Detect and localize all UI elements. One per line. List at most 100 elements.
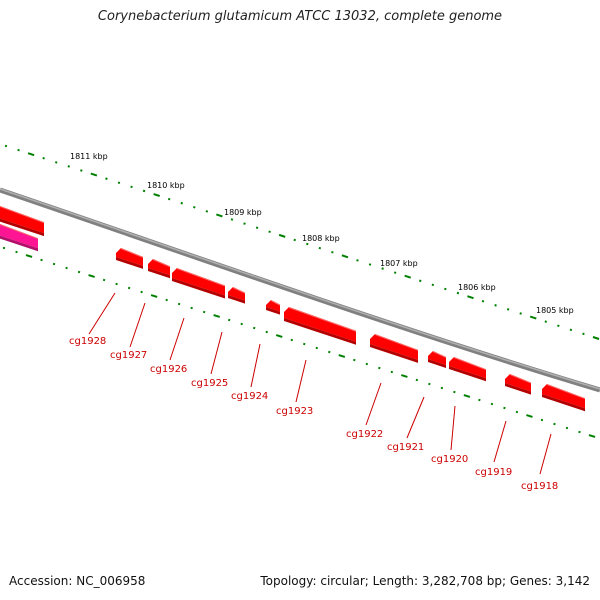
inner-ruler-tick [115,282,118,286]
gene-label: cg1927 [110,350,147,361]
outer-ruler-tick [356,259,359,262]
gene-feature-shadow [148,268,170,279]
outer-ruler-tick [519,312,522,315]
inner-ruler-tick [65,266,68,270]
inner-ruler-tick [290,338,294,342]
inner-ruler-tick [240,322,243,326]
outer-ruler-tick [278,233,286,238]
gene-label: cg1925 [191,378,228,389]
inner-ruler-tick [213,314,221,318]
map-title: Corynebacterium glutamicum ATCC 13032, c… [97,9,503,24]
inner-ruler-tick [503,406,506,410]
outer-ruler-tick [205,210,209,213]
inner-ruler-tick [328,350,331,354]
gene-feature-highlight [0,224,39,240]
outer-ruler-tick [456,291,460,295]
outer-ruler-tick [54,161,58,164]
outer-ruler-tick [130,185,133,189]
inner-ruler-tick [378,366,381,370]
gene-feature-highlight [509,374,532,384]
outer-ruler-tick [230,218,234,221]
gene-label: cg1919 [475,467,512,478]
inner-ruler-tick [428,382,431,386]
inner-ruler-tick [2,246,6,250]
inner-ruler-tick [440,386,444,390]
inner-ruler-tick [177,302,181,306]
genome-backbone [0,187,600,393]
gene-feature-shadow [449,366,486,382]
outer-ruler-tick [268,230,271,234]
outer-ruler-tick [67,165,71,168]
inner-ruler-tick [227,318,231,322]
inner-ruler-tick [588,434,596,438]
inner-ruler-tick [265,330,268,334]
gene-feature [116,248,143,266]
inner-ruler-tick [578,430,581,434]
ruler-labels: 1811 kbp 1810 kbp 1809 kbp 1808 kbp 1807 kbp… [70,152,574,315]
gene-feature [228,287,245,301]
outer-ruler-tick [180,201,184,205]
inner-ruler-tick [150,294,158,298]
gene-feature-highlight [432,351,447,358]
gene-feature-shadow [542,394,585,412]
outer-ruler-tick [142,189,146,193]
outer-ruler-tick [243,222,246,225]
gene-leader-line [539,433,552,475]
gene-feature [148,259,170,276]
gene-feature-highlight [546,384,586,400]
inner-ruler-tick [453,390,456,394]
inner-ruler-tick [553,422,556,426]
gene-feature-highlight [176,268,226,287]
gene-feature [428,351,446,365]
outer-ruler-tick [467,295,474,300]
gene-leader-line [169,317,185,361]
gene-label: cg1923 [276,406,313,417]
outer-ruler-tick [153,193,160,197]
outer-ruler-tick [27,152,35,157]
gene-feature [542,384,585,409]
gene-leader-line [129,302,146,348]
inner-ruler-tick [565,426,569,430]
outer-ruler-tick [117,181,121,185]
gene-feature-shadow [505,383,531,395]
gene-leader-line [450,405,456,451]
outer-ruler-tick [381,267,384,270]
gene-leader-lines [88,292,552,475]
inner-ruler-tick [77,270,81,274]
outer-ruler-tick [557,324,560,328]
ruler-label: 1810 kbp [147,181,185,190]
gene-leader-line [88,292,116,335]
inner-ruler-tick [463,394,471,398]
gene-feature [505,374,531,392]
inner-ruler-tick [52,262,56,266]
outer-ruler-tick [193,206,196,209]
ruler-label: 1809 kbp [224,208,262,217]
inner-ruler-tick [88,274,95,278]
gene-leader-line [406,396,425,439]
inner-ruler-tick [390,370,394,374]
gene-feature-highlight [453,357,487,371]
inner-ruler-tick [338,354,346,358]
outer-ruler-tick [306,242,309,246]
outer-ruler-tick [4,144,8,148]
outer-ruler-ticks [4,144,600,340]
inner-ruler-tick [127,286,131,290]
gene-feature-highlight [374,334,419,351]
gene-feature-highlight [0,206,45,224]
outer-ruler-tick [216,213,223,218]
gene-feature [0,206,44,234]
outer-ruler-tick [393,271,397,274]
outer-ruler-tick [418,279,422,283]
gene-feature-highlight [152,259,171,268]
outer-ruler-tick [105,177,108,180]
gene-feature-highlight [288,307,357,332]
topology-text: Topology: circular; Length: 3,282,708 bp… [260,574,590,588]
outer-ruler-tick [529,315,537,320]
gene-label: cg1918 [521,481,558,492]
gene-feature-shadow [284,318,356,345]
gene-leader-line [295,359,307,403]
gene-features [0,206,586,412]
outer-ruler-tick [368,263,372,266]
outer-ruler-tick [17,148,20,152]
